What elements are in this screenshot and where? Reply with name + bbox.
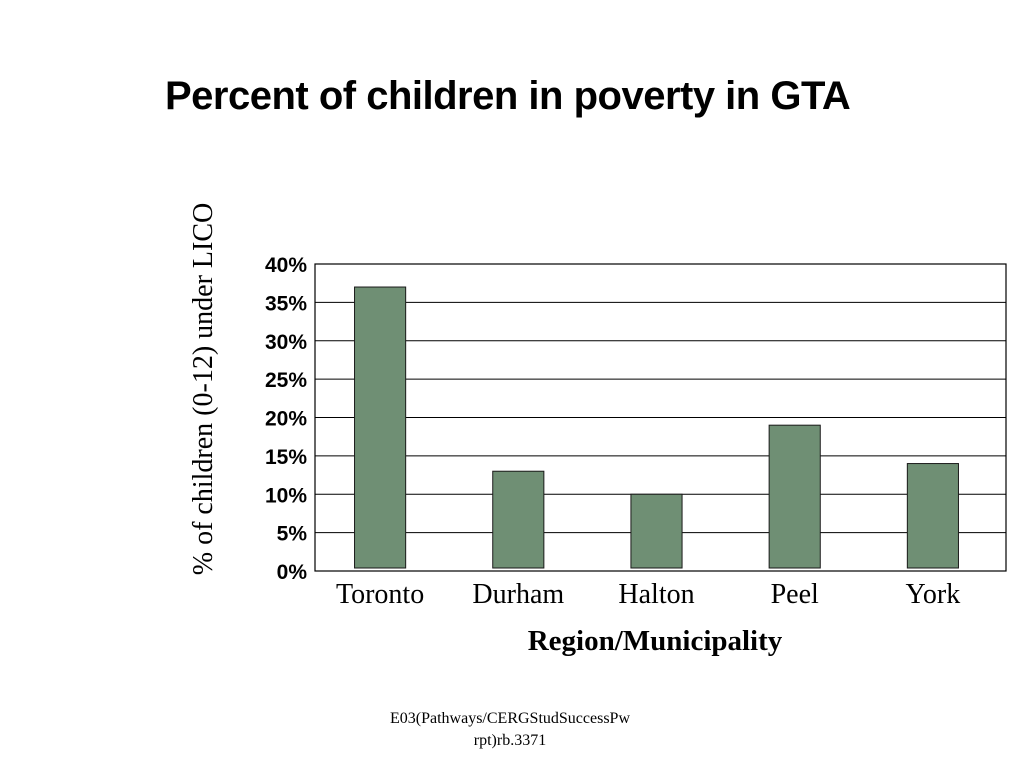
x-category-label: Peel bbox=[771, 579, 819, 610]
x-axis-title: Region/Municipality bbox=[528, 625, 783, 657]
slide-footer: E03(Pathways/CERGStudSuccessPw rpt)rb.33… bbox=[330, 708, 690, 752]
bar-toronto bbox=[354, 286, 407, 569]
bar-chart: 0% 5% 10% 15% 20% 25% 30% 35% 40% Toronto Durham H… bbox=[188, 203, 1007, 657]
x-category-label: Halton bbox=[618, 579, 694, 610]
x-category-label: Toronto bbox=[336, 579, 424, 610]
x-category-label: York bbox=[906, 579, 961, 610]
y-axis-title: % of children (0-12) under LICO bbox=[188, 203, 219, 575]
y-tick-label: 40% bbox=[265, 254, 307, 277]
y-tick-label: 25% bbox=[265, 369, 307, 392]
y-tick-label: 35% bbox=[265, 292, 307, 315]
y-tick-label: 15% bbox=[265, 446, 307, 469]
bars bbox=[354, 286, 959, 569]
chart-title: Percent of children in poverty in GTA bbox=[165, 74, 851, 118]
y-tick-label: 0% bbox=[277, 561, 308, 584]
bar-durham bbox=[492, 470, 545, 569]
footer-line-2: rpt)rb.3371 bbox=[473, 732, 547, 749]
y-tick-label: 5% bbox=[277, 523, 308, 546]
plot-area-frame bbox=[314, 263, 1007, 572]
x-category-label: Durham bbox=[472, 579, 564, 610]
bar-york bbox=[906, 463, 959, 569]
y-tick-label: 10% bbox=[265, 484, 307, 507]
footer-line-1: E03(Pathways/CERGStudSuccessPw bbox=[390, 710, 630, 727]
bar-halton bbox=[630, 493, 683, 569]
bar-peel bbox=[768, 424, 821, 569]
y-tick-label: 30% bbox=[265, 331, 307, 354]
y-tick-label: 20% bbox=[265, 408, 307, 431]
y-axis-tick-labels: 0% 5% 10% 15% 20% 25% 30% 35% 40% bbox=[265, 254, 307, 584]
x-axis-category-labels: Toronto Durham Halton Peel York bbox=[336, 579, 960, 610]
